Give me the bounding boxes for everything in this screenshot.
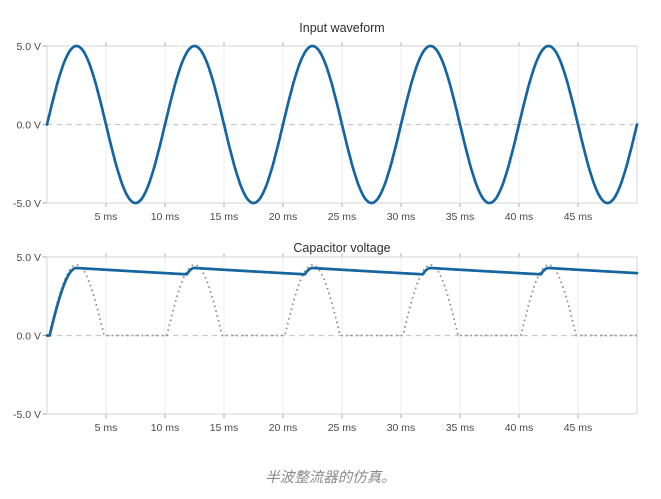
- y-tick-label: -5.0 V: [13, 409, 41, 421]
- x-tick-label: 30 ms: [387, 422, 416, 434]
- y-tick-label: 5.0 V: [16, 252, 41, 264]
- x-tick-label: 25 ms: [328, 211, 357, 223]
- x-tick-label: 40 ms: [505, 211, 534, 223]
- x-tick-label: 45 ms: [564, 211, 593, 223]
- x-tick-label: 5 ms: [95, 422, 118, 434]
- x-tick-label: 30 ms: [387, 211, 416, 223]
- x-tick-label: 10 ms: [151, 211, 180, 223]
- x-tick-label: 35 ms: [446, 422, 475, 434]
- x-tick-label: 40 ms: [505, 422, 534, 434]
- x-tick-label: 20 ms: [269, 422, 298, 434]
- x-tick-label: 20 ms: [269, 211, 298, 223]
- x-tick-label: 5 ms: [95, 211, 118, 223]
- plot-area: 5 ms 10 ms 15 ms 20 ms 25 ms 30 ms 35 ms 40 ms 4…: [42, 253, 639, 434]
- capacitor-voltage-chart: Capacitor voltage 5 ms 10 ms 15 ms 20 ms 25 …: [13, 241, 639, 434]
- chart-title: Capacitor voltage: [293, 241, 390, 255]
- x-tick-label: 35 ms: [446, 211, 475, 223]
- input-waveform-chart: Input waveform 5 ms 10 ms 15 ms 20 ms 25 ms 3…: [13, 21, 639, 223]
- series-input-sine: [45, 44, 639, 205]
- x-tick-label: 45 ms: [564, 422, 593, 434]
- chart-title: Input waveform: [299, 21, 384, 35]
- y-tick-label: 5.0 V: [16, 41, 41, 53]
- y-tick-label: -5.0 V: [13, 198, 41, 210]
- x-tick-label: 10 ms: [151, 422, 180, 434]
- figure-caption: 半波整流器的仿真。: [265, 470, 396, 486]
- x-tick-label: 15 ms: [210, 211, 239, 223]
- series-rectified-input: [46, 263, 638, 337]
- y-tick-label: 0.0 V: [16, 120, 41, 132]
- plot-area: 5 ms 10 ms 15 ms 20 ms 25 ms 30 ms 35 ms 40 ms 4…: [42, 42, 639, 223]
- y-tick-label: 0.0 V: [16, 331, 41, 343]
- x-tick-label: 15 ms: [210, 422, 239, 434]
- x-tick-label: 25 ms: [328, 422, 357, 434]
- series-capacitor-voltage: [45, 266, 639, 337]
